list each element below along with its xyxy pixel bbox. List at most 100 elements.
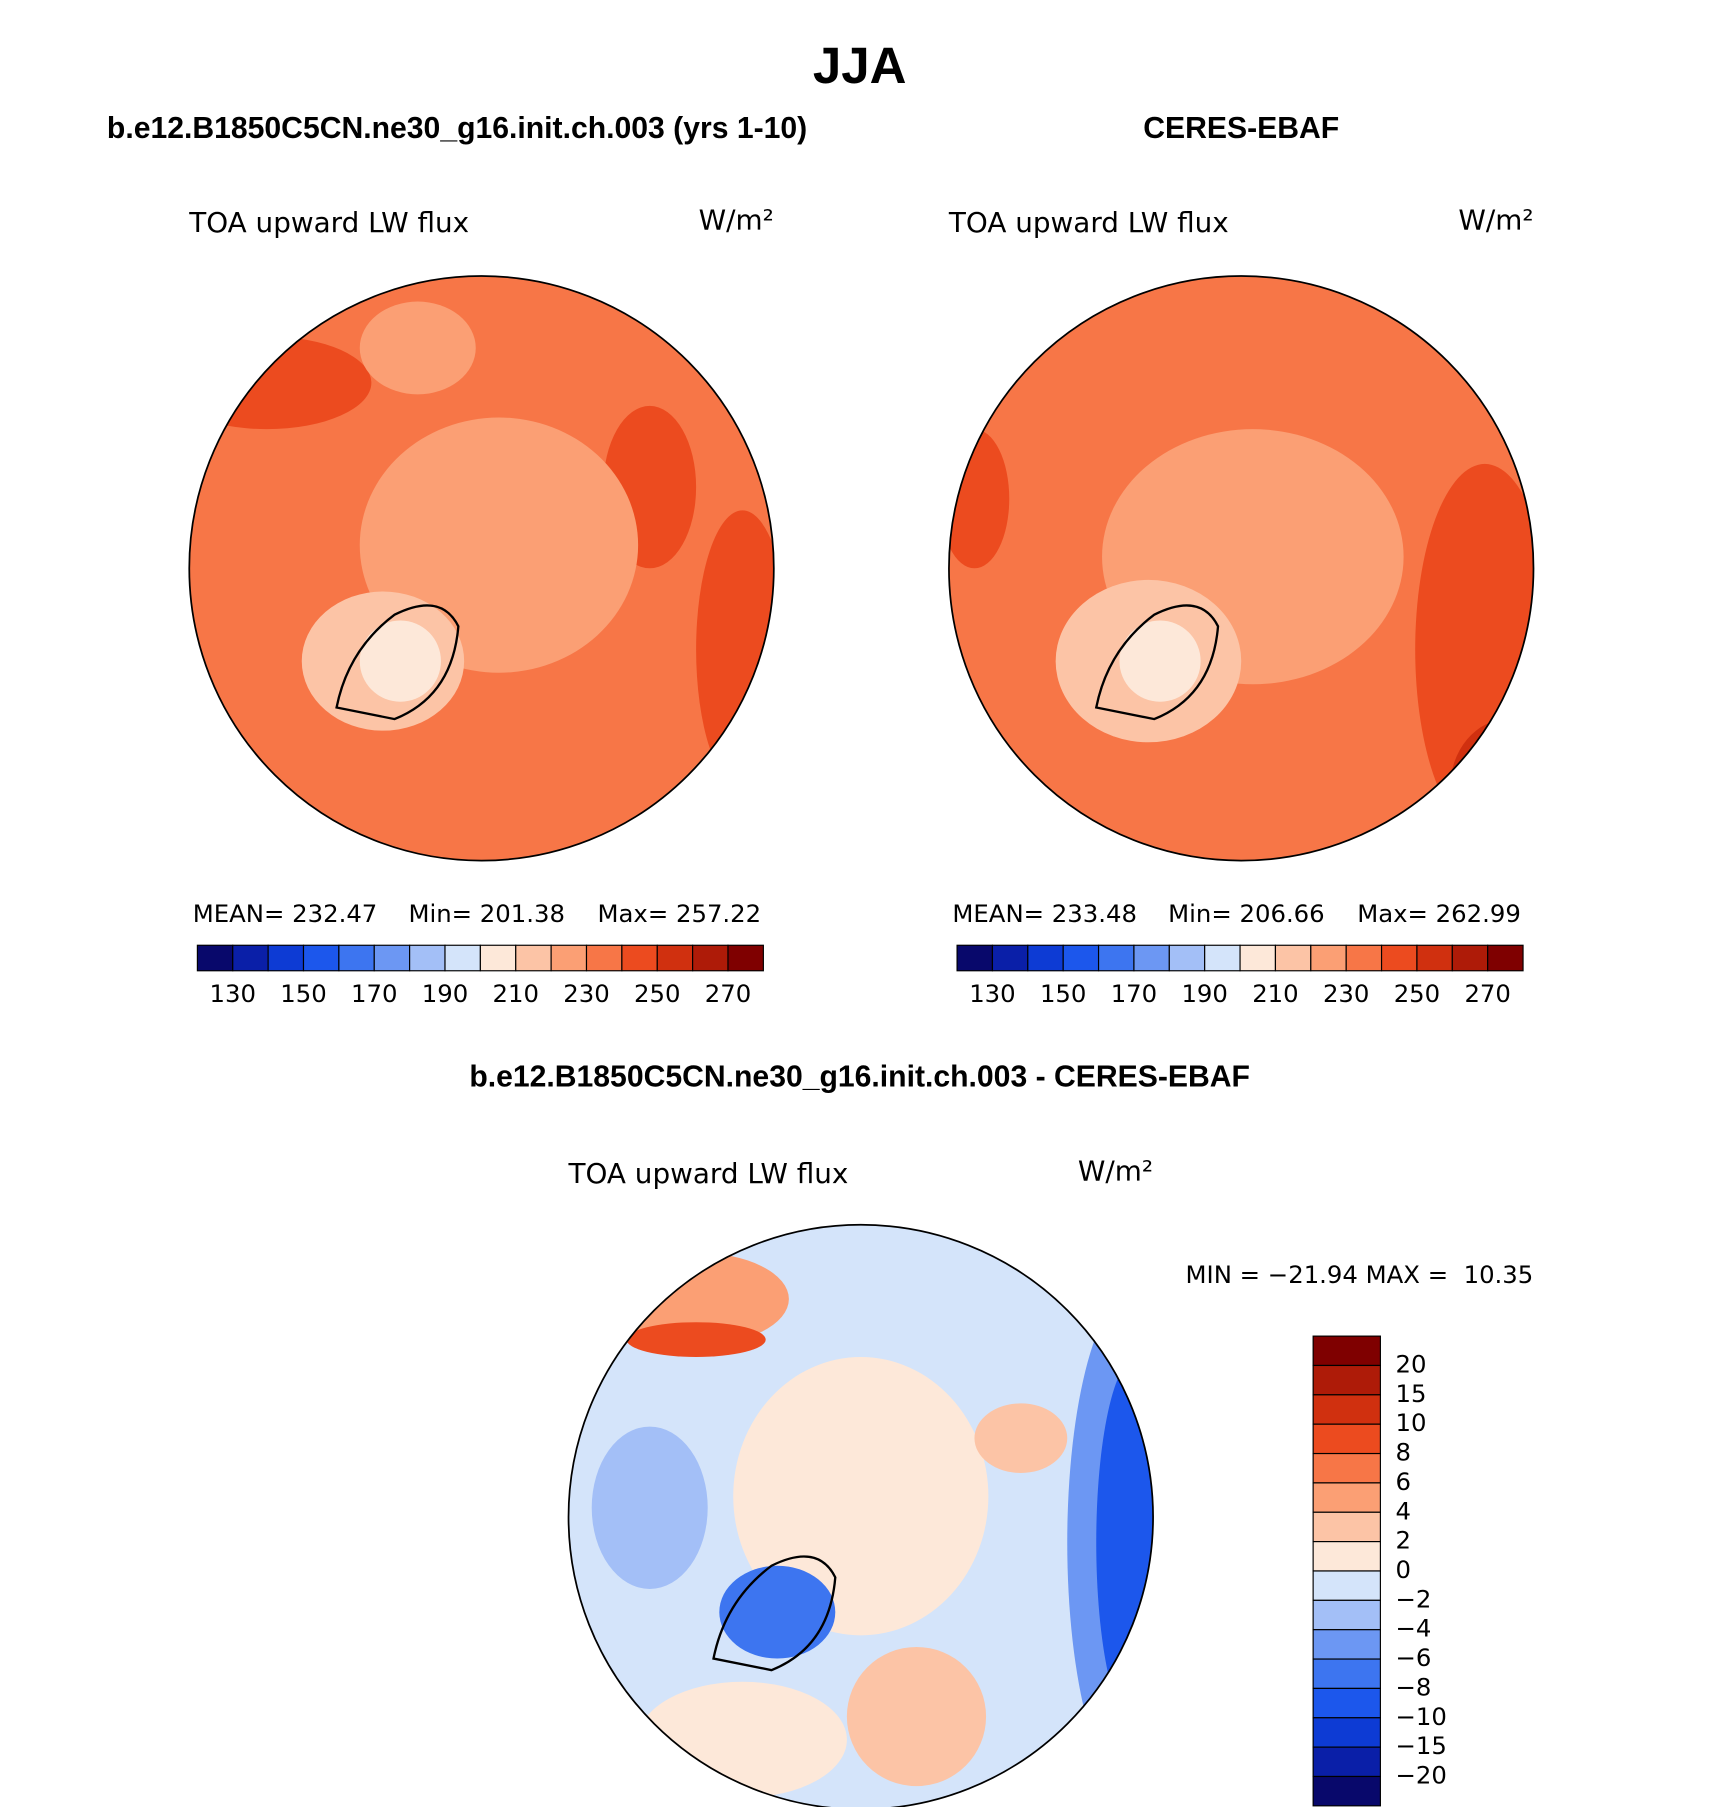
colorbar-label: 270 [1464, 979, 1510, 1008]
colorbar-box [727, 944, 764, 972]
panel-heading: b.e12.B1850C5CN.ne30_g16.init.ch.003 - C… [469, 1061, 1250, 1094]
stat-label: Min= 206.66 [1168, 899, 1325, 928]
colorbar-box [267, 944, 305, 972]
colorbar-box [302, 944, 340, 972]
colorbar-box [1312, 1541, 1381, 1572]
colorbar-label: 230 [563, 979, 609, 1008]
variable-label: TOA upward LW flux [568, 1157, 849, 1190]
colorbar-box [1312, 1511, 1381, 1543]
map-left [189, 276, 774, 861]
map-border [948, 275, 1535, 862]
colorbar-label: 270 [705, 979, 751, 1008]
map-border [567, 1223, 1154, 1807]
colorbar-label: 150 [1040, 979, 1086, 1008]
colorbar-box [1097, 944, 1135, 972]
stat-label: Max= 262.99 [1357, 899, 1521, 928]
colorbar-label: 6 [1395, 1467, 1411, 1496]
colorbar-box [1312, 1335, 1381, 1367]
colorbar-label: 210 [493, 979, 539, 1008]
colorbar-label: 250 [1394, 979, 1440, 1008]
colorbar-label: −8 [1395, 1672, 1431, 1701]
colorbar-box [1062, 944, 1100, 972]
colorbar-box [1239, 944, 1277, 972]
colorbar-box [550, 944, 588, 972]
colorbar-label: 190 [422, 979, 468, 1008]
colorbar-box [1274, 944, 1312, 972]
colorbar-label: 210 [1252, 979, 1298, 1008]
stat-label: MIN = −21.94 MAX = 10.35 [1186, 1260, 1534, 1289]
colorbar-box [1133, 944, 1170, 972]
colorbar-box [1312, 1775, 1381, 1807]
colorbar-label: 150 [280, 979, 326, 1008]
colorbar-box [515, 944, 552, 972]
panel-heading: b.e12.B1850C5CN.ne30_g16.init.ch.003 (yr… [107, 112, 807, 145]
map-difference [568, 1224, 1154, 1807]
colorbar-label: 130 [969, 979, 1015, 1008]
colorbar-label: −20 [1395, 1760, 1446, 1789]
colorbar-label: 130 [210, 979, 256, 1008]
colorbar-label: 250 [634, 979, 680, 1008]
colorbar-box [232, 944, 269, 972]
figure-title: JJA [813, 37, 907, 94]
colorbar-label: 170 [351, 979, 397, 1008]
colorbar-box [1487, 944, 1524, 972]
colorbar-label: −4 [1395, 1614, 1431, 1643]
stat-label: MEAN= 233.48 [952, 899, 1137, 928]
colorbar-box [1310, 944, 1347, 972]
colorbar-box [409, 944, 446, 972]
colorbar-box [479, 944, 517, 972]
colorbar-box [1312, 1717, 1381, 1748]
colorbar-box [656, 944, 694, 972]
colorbar-label: 4 [1395, 1496, 1411, 1525]
colorbar-box [1312, 1746, 1381, 1778]
colorbar-box [1312, 1629, 1381, 1660]
map-border [188, 275, 775, 862]
map-right [948, 276, 1534, 861]
colorbar-box [1312, 1687, 1381, 1719]
colorbar-label: 20 [1395, 1349, 1426, 1378]
colorbar-label: −2 [1395, 1584, 1431, 1613]
colorbar-box [1204, 944, 1241, 972]
units-label: W/m² [1458, 204, 1533, 237]
colorbar-label: 10 [1395, 1408, 1426, 1437]
panel-heading: CERES-EBAF [1143, 112, 1339, 145]
stat-label: MEAN= 232.47 [193, 899, 378, 928]
colorbar-box [1380, 944, 1418, 972]
colorbar-box [1312, 1482, 1381, 1513]
colorbar-label: 15 [1395, 1379, 1426, 1408]
colorbar-label: 0 [1395, 1555, 1411, 1584]
variable-label: TOA upward LW flux [948, 206, 1229, 239]
colorbar-label: −6 [1395, 1643, 1431, 1672]
colorbar-box [621, 944, 658, 972]
colorbar-label: 190 [1181, 979, 1227, 1008]
colorbar-label: 170 [1111, 979, 1157, 1008]
colorbar-box [1312, 1394, 1381, 1425]
colorbar-box [1312, 1658, 1381, 1689]
units-label: W/m² [1078, 1155, 1153, 1188]
colorbar-box [991, 944, 1029, 972]
colorbar-box [1168, 944, 1206, 972]
colorbar-box [373, 944, 411, 972]
colorbar-box [956, 944, 994, 972]
colorbar-box [1312, 1364, 1381, 1396]
colorbar-box [338, 944, 375, 972]
colorbar-label: −15 [1395, 1731, 1446, 1760]
units-label: W/m² [699, 204, 774, 237]
colorbar-label: −10 [1395, 1702, 1446, 1731]
colorbar-box [1027, 944, 1064, 972]
colorbar-box [1451, 944, 1489, 972]
colorbar-label: 8 [1395, 1438, 1411, 1467]
variable-label: TOA upward LW flux [188, 206, 469, 239]
stat-label: Min= 201.38 [408, 899, 565, 928]
colorbar-label: 230 [1323, 979, 1369, 1008]
colorbar-box [1345, 944, 1383, 972]
colorbar-box [1416, 944, 1453, 972]
colorbar-box [1312, 1599, 1381, 1631]
stat-label: Max= 257.22 [598, 899, 762, 928]
colorbar-box [585, 944, 623, 972]
colorbar-box [1312, 1570, 1381, 1601]
colorbar-box [196, 944, 234, 972]
colorbar-box [1312, 1423, 1381, 1455]
colorbar-label: 2 [1395, 1526, 1411, 1555]
